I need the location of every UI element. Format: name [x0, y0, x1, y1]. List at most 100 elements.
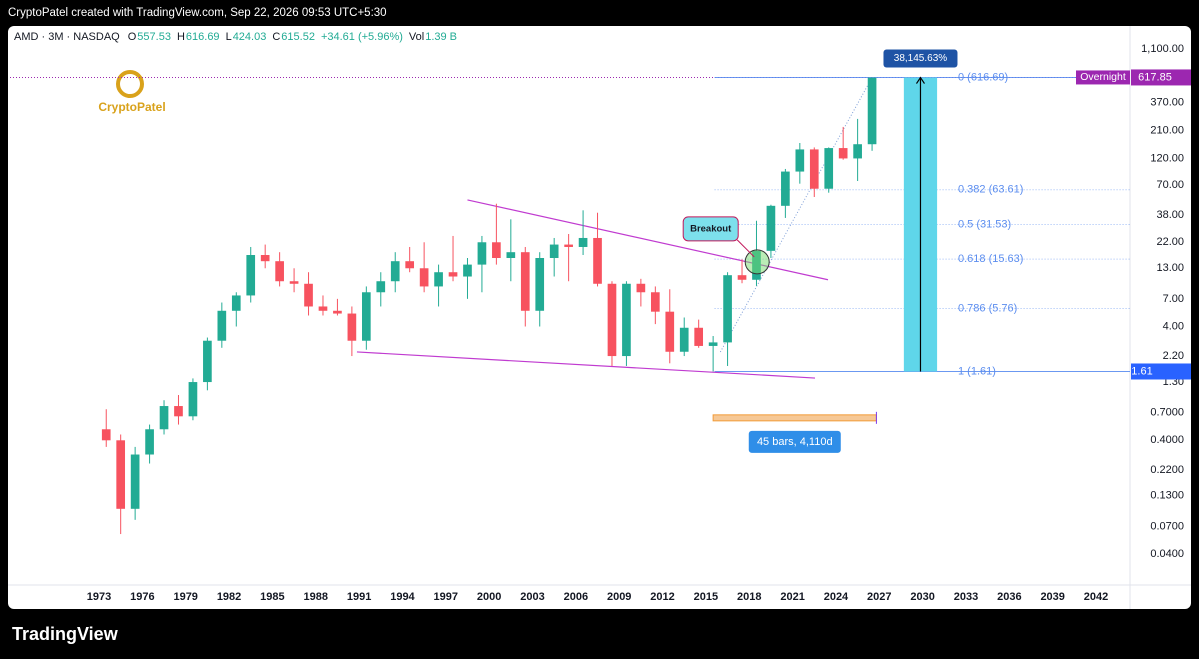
candle-body	[217, 310, 227, 341]
candle-body	[260, 255, 270, 262]
x-tick-label: 1991	[347, 591, 371, 603]
candle-body	[333, 310, 342, 314]
y-tick-label: 22.00	[1156, 236, 1184, 248]
candle-body	[636, 283, 646, 293]
legend-key: C	[272, 31, 280, 43]
breakout-circle	[744, 249, 770, 275]
y-tick-label: 7.00	[1163, 293, 1184, 305]
x-tick-label: 2018	[737, 591, 761, 603]
measure-label-box	[883, 49, 958, 68]
candle-body	[101, 429, 111, 441]
candle-body	[347, 313, 357, 341]
candle-body	[289, 281, 299, 284]
candle-body	[694, 327, 704, 346]
x-tick-label: 2033	[954, 591, 978, 603]
breakout-label: Breakout	[690, 223, 732, 234]
candle-body	[607, 283, 617, 357]
measure-arrowhead	[915, 76, 925, 84]
candle-body	[506, 252, 516, 259]
candle-body	[520, 252, 530, 311]
y-tick-label: 1,100.00	[1141, 43, 1184, 55]
candle-body	[159, 406, 169, 430]
y-tick-label: 2.20	[1163, 350, 1184, 362]
x-tick-label: 2024	[824, 591, 849, 603]
legend-value: 615.52	[281, 31, 315, 43]
legend-value: 424.03	[233, 31, 267, 43]
legend-key: H	[177, 31, 185, 43]
x-tick-label: 2015	[694, 591, 718, 603]
candle-body	[275, 261, 284, 282]
candle-body	[492, 242, 501, 259]
candle-body	[203, 340, 212, 383]
legend-key: O	[128, 31, 137, 43]
candle-body	[593, 237, 602, 284]
x-tick-label: 2036	[997, 591, 1021, 603]
fib-label: 0.5 (31.53)	[958, 218, 1011, 230]
symbol: AMD · 3M · NASDAQ	[14, 31, 120, 43]
chart-panel	[8, 26, 1191, 609]
candle-body	[390, 261, 400, 282]
x-tick-label: 1997	[434, 591, 458, 603]
candle-body	[419, 268, 429, 287]
candle-body	[477, 242, 487, 265]
fib-label: 0.382 (63.61)	[958, 184, 1023, 196]
y-tick-label: 0.2200	[1150, 464, 1184, 476]
x-tick-label: 2042	[1084, 591, 1108, 603]
date-range-label: 45 bars, 4,110d	[757, 436, 833, 448]
y-tick-label: 0.0700	[1150, 520, 1184, 532]
price-label-box	[1131, 69, 1191, 86]
x-tick-label: 1982	[217, 591, 241, 603]
legend-value: 616.69	[186, 31, 220, 43]
x-tick-label: 1988	[304, 591, 328, 603]
candle-body	[130, 454, 140, 509]
candle-body	[318, 306, 328, 311]
candle-body	[405, 261, 415, 269]
candle-body	[665, 311, 675, 352]
candle-body	[145, 429, 154, 455]
candle-body	[838, 148, 848, 159]
measure-label: 38,145.63%	[894, 53, 947, 64]
candle-body	[824, 148, 834, 189]
y-tick-label: 13.00	[1156, 262, 1184, 274]
trendline	[719, 77, 873, 353]
date-range-label-box	[748, 430, 841, 453]
candle-body	[853, 144, 862, 159]
footer-brand: TradingView	[12, 624, 119, 644]
candle-body	[795, 149, 805, 172]
candle-body	[448, 272, 458, 277]
candle-body	[809, 149, 819, 189]
candle-body	[679, 327, 689, 352]
candle-body	[434, 272, 443, 287]
candle-body	[766, 205, 776, 251]
price-tag-box	[1076, 70, 1130, 85]
candle-body	[622, 283, 631, 357]
candle-body	[535, 258, 545, 311]
candle-body	[188, 382, 198, 417]
y-tick-label: 38.00	[1156, 209, 1184, 221]
x-tick-label: 2003	[520, 591, 544, 603]
legend-key: Vol	[409, 31, 424, 43]
candle-body	[463, 264, 472, 277]
trendline	[356, 351, 816, 379]
breakout-box	[682, 216, 739, 242]
legend-change: +34.61 (+5.96%)	[321, 31, 403, 43]
price-tag: Overnight	[1080, 71, 1126, 83]
x-tick-label: 2012	[650, 591, 674, 603]
candle-body	[723, 275, 732, 343]
fib-label: 0.618 (15.63)	[958, 253, 1023, 265]
fib-label: 0.786 (5.76)	[958, 302, 1017, 314]
fib-label: 1 (1.61)	[958, 365, 996, 377]
price-label: 617.85	[1138, 71, 1172, 83]
candle-body	[174, 406, 183, 417]
y-tick-label: 4.00	[1163, 320, 1184, 332]
breakout-pointer	[736, 239, 755, 258]
credit: CryptoPatel created with TradingView.com…	[8, 7, 387, 19]
candle-body	[304, 283, 313, 307]
y-tick-label: 0.7000	[1150, 407, 1184, 419]
candle-body	[781, 171, 790, 206]
y-tick-label: 120.00	[1150, 152, 1184, 164]
legend-key: L	[226, 31, 232, 43]
candle-body	[246, 255, 256, 296]
logo-ring	[116, 70, 144, 98]
